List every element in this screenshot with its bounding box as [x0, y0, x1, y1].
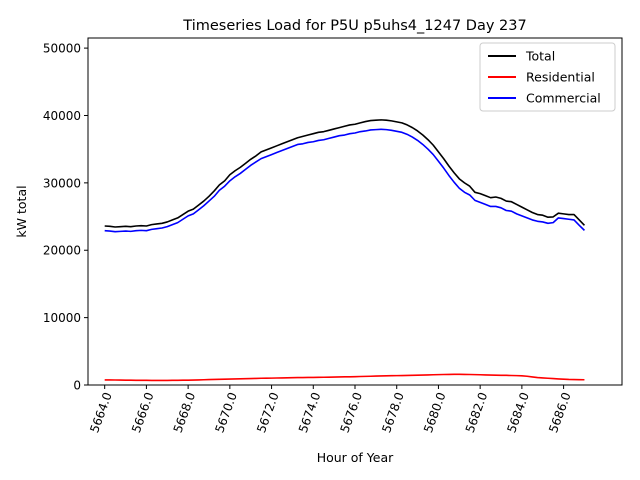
- legend: Total Residential Commercial: [479, 42, 616, 112]
- plot-frame: [87, 37, 623, 386]
- series-lines: [104, 119, 586, 382]
- y-tick-label: 30000: [43, 176, 81, 190]
- y-tick-label: 20000: [43, 244, 81, 258]
- y-tick-label: 50000: [43, 42, 81, 56]
- y-tick-label: 40000: [43, 109, 81, 123]
- legend-label-commercial: Commercial: [526, 91, 601, 106]
- y-tick-label: 10000: [43, 311, 81, 325]
- series-line-total: [104, 119, 586, 228]
- legend-box: [479, 42, 616, 112]
- series-line-commercial: [104, 128, 586, 233]
- series-line-residential: [104, 373, 585, 382]
- x-axis-label: Hour of Year: [317, 450, 394, 465]
- chart-title: Timeseries Load for P5U p5uhs4_1247 Day …: [182, 18, 526, 34]
- y-tick-label: 0: [73, 379, 81, 393]
- y-axis-ticks: 0 10000 20000 30000 40000 50000: [43, 42, 88, 393]
- legend-label-residential: Residential: [526, 70, 595, 85]
- legend-label-total: Total: [525, 49, 555, 64]
- y-axis-label: kW total: [14, 185, 29, 237]
